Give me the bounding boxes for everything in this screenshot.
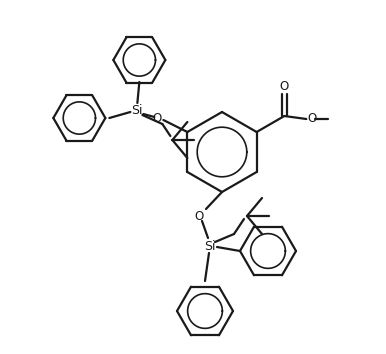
Text: Si: Si bbox=[204, 240, 216, 252]
Text: O: O bbox=[195, 211, 204, 223]
Text: O: O bbox=[153, 113, 162, 126]
Text: Si: Si bbox=[132, 103, 143, 116]
Text: O: O bbox=[308, 113, 317, 126]
Text: O: O bbox=[280, 80, 289, 93]
